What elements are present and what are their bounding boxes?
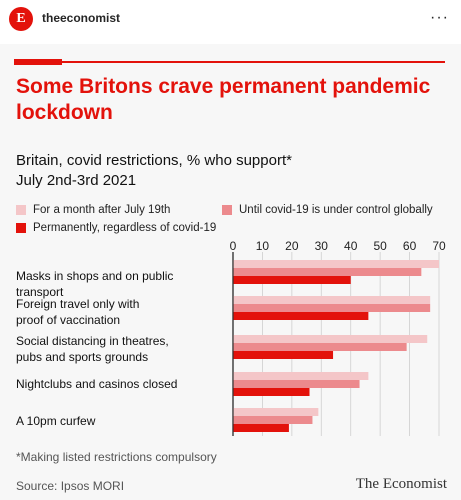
bar-global xyxy=(233,343,407,351)
x-tick-label: 0 xyxy=(230,239,237,253)
account-avatar[interactable]: E xyxy=(9,7,33,31)
bar-global xyxy=(233,380,360,388)
legend-swatch xyxy=(16,205,26,215)
bar-plot: 0 10 20 30 40 50 60 70 xyxy=(230,239,446,436)
more-options-icon[interactable]: ··· xyxy=(430,9,449,26)
legend-label: Permanently, regardless of covid-19 xyxy=(33,222,217,234)
x-tick-label: 70 xyxy=(432,239,446,253)
legend-swatch xyxy=(16,223,26,233)
legend-label: For a month after July 19th xyxy=(33,204,171,216)
chart-title: Some Britons crave permanent pandemic lo… xyxy=(16,75,431,124)
x-tick-label: 20 xyxy=(285,239,299,253)
x-tick-label: 50 xyxy=(373,239,387,253)
bar-month xyxy=(233,260,439,268)
chart-card: Some Britons crave permanent pandemic lo… xyxy=(0,44,461,500)
category-label-curfew: A 10pm curfew xyxy=(16,414,96,428)
chart-subtitle: Britain, covid restrictions, % who suppo… xyxy=(16,152,292,169)
x-tick-label: 40 xyxy=(344,239,358,253)
bar-global xyxy=(233,416,313,424)
bar-permanent xyxy=(233,276,351,284)
legend-swatch xyxy=(222,205,232,215)
post-header: E theeconomist ··· xyxy=(0,0,461,38)
legend-label: Until covid-19 is under control globally xyxy=(239,204,433,216)
bar-month xyxy=(233,335,428,343)
legend-item-permanent: Permanently, regardless of covid-19 xyxy=(16,222,216,234)
bar-month xyxy=(233,408,319,416)
chart-date: July 2nd-3rd 2021 xyxy=(16,172,137,189)
category-label-masks: Masks in shops and on public transport xyxy=(16,269,174,299)
bar-global xyxy=(233,268,422,276)
category-label-nightclubs: Nightclubs and casinos closed xyxy=(16,377,178,391)
bar-month xyxy=(233,372,369,380)
bar-permanent xyxy=(233,312,369,320)
source-note: Source: Ipsos MORI xyxy=(16,479,125,493)
brand-tag xyxy=(14,59,62,65)
bar-permanent xyxy=(233,351,334,359)
category-label-travel: Foreign travel only with proof of vaccin… xyxy=(16,297,140,327)
bar-month xyxy=(233,296,431,304)
category-label-distancing: Social distancing in theatres, pubs and … xyxy=(16,334,169,364)
footnote: *Making listed restrictions compulsory xyxy=(16,450,217,464)
bar-global xyxy=(233,304,431,312)
x-tick-label: 30 xyxy=(315,239,329,253)
x-tick-label: 60 xyxy=(403,239,417,253)
brand-rule xyxy=(14,61,445,63)
bar-permanent xyxy=(233,424,289,432)
bar-permanent xyxy=(233,388,310,396)
x-tick-label: 10 xyxy=(256,239,270,253)
account-name[interactable]: theeconomist xyxy=(42,11,121,25)
legend-item-month: For a month after July 19th xyxy=(16,204,170,216)
publisher-logo: The Economist xyxy=(355,476,447,492)
legend-item-global: Until covid-19 is under control globally xyxy=(222,204,433,216)
